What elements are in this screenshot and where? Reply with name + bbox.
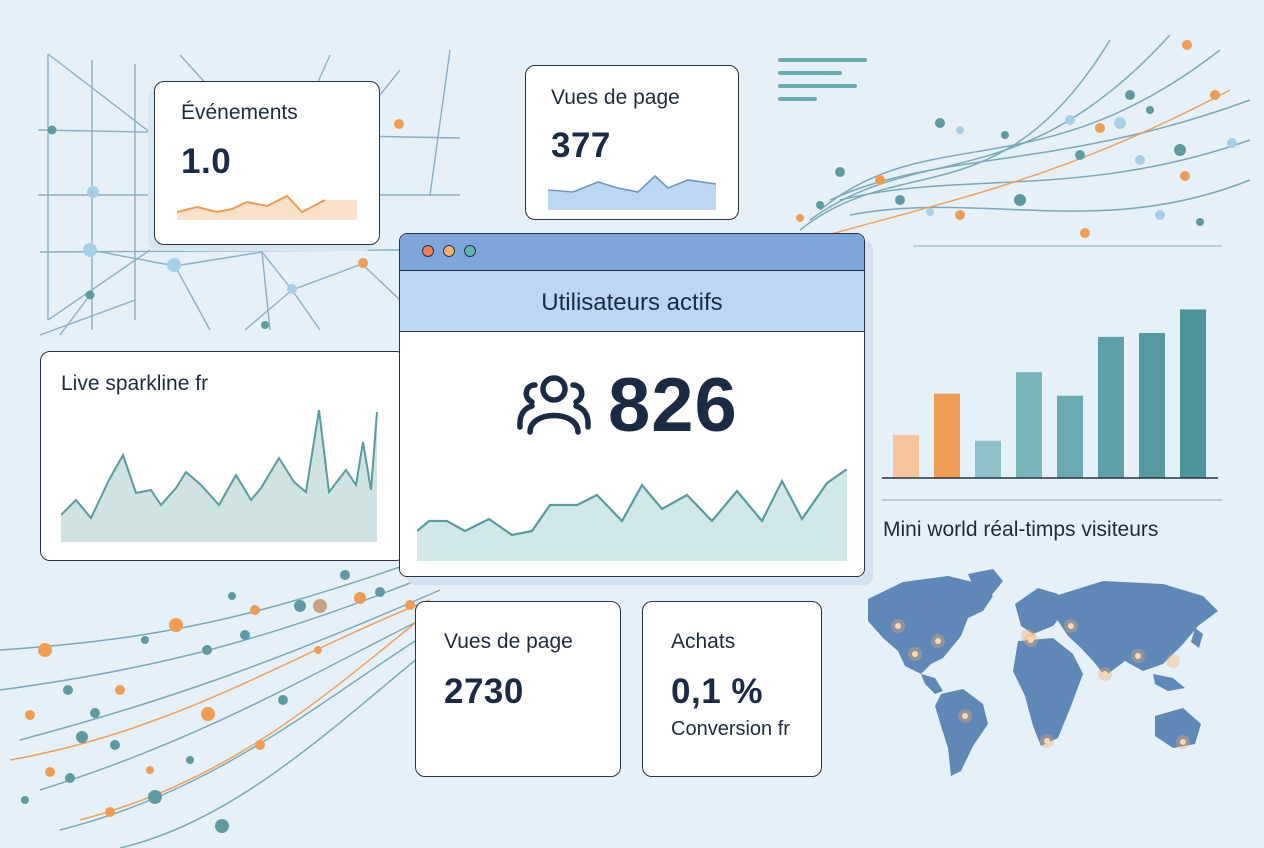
- page-views-top-value: 377: [551, 126, 611, 165]
- asia: [1055, 581, 1218, 676]
- events-sparkline: [177, 194, 357, 220]
- conversion-label: Conversion fr: [671, 718, 790, 740]
- southeast-asia: [1153, 674, 1185, 691]
- central-america: [921, 674, 943, 694]
- live-sparkline-card[interactable]: Live sparkline fr: [40, 351, 406, 561]
- bar-2: [934, 393, 960, 478]
- minimize-dot-icon[interactable]: [443, 245, 455, 257]
- bar-4: [1016, 372, 1042, 478]
- bar-6: [1098, 336, 1124, 478]
- page-views-top-card[interactable]: Vues de page 377: [525, 65, 739, 220]
- bar-3: [975, 440, 1001, 478]
- bar-1: [893, 434, 919, 478]
- africa: [1013, 638, 1083, 746]
- purchases-value: 0,1 %: [671, 672, 763, 711]
- north-america: [868, 576, 993, 674]
- active-users-value: 826: [608, 363, 738, 448]
- particles-top: [796, 40, 1237, 238]
- map-title: Mini world réal-timps visiteurs: [883, 518, 1159, 541]
- page-views-bottom-card[interactable]: Vues de page 2730: [415, 601, 621, 777]
- bar-chart: [882, 309, 1218, 479]
- wave-lines-top: [799, 34, 1251, 241]
- particles-bottom: [21, 570, 415, 833]
- page-views-top-sparkline: [548, 174, 716, 210]
- events-card[interactable]: Événements 1.0: [154, 81, 380, 245]
- world-map[interactable]: [843, 566, 1223, 784]
- bar-5: [1057, 395, 1083, 478]
- europe: [1015, 588, 1065, 634]
- active-users-sparkline: [417, 469, 847, 561]
- active-users-window[interactable]: Utilisateurs actifs 826: [399, 233, 865, 577]
- maximize-dot-icon[interactable]: [464, 245, 476, 257]
- greenland: [968, 569, 1003, 596]
- live-sparkline-chart: [61, 410, 378, 542]
- bar-8: [1180, 309, 1206, 478]
- australia: [1155, 708, 1201, 748]
- visitor-points: [891, 619, 1190, 749]
- page-views-bottom-label: Vues de page: [444, 630, 573, 653]
- users-icon: [517, 375, 591, 435]
- active-users-title: Utilisateurs actifs: [541, 289, 723, 316]
- purchases-label: Achats: [671, 630, 736, 653]
- menu-lines: [778, 58, 867, 101]
- wave-lines-bottom: [0, 559, 441, 848]
- events-value: 1.0: [181, 142, 232, 181]
- purchases-card[interactable]: Achats 0,1 % Conversion fr: [642, 601, 822, 777]
- bar-7: [1139, 332, 1165, 478]
- page-views-top-label: Vues de page: [551, 86, 680, 109]
- close-dot-icon[interactable]: [422, 245, 434, 257]
- window-titlebar[interactable]: [400, 234, 864, 271]
- live-sparkline-label: Live sparkline fr: [61, 372, 209, 395]
- page-views-bottom-value: 2730: [444, 672, 524, 711]
- events-label: Événements: [181, 101, 298, 124]
- active-users-header: Utilisateurs actifs: [400, 271, 864, 332]
- network-nodes: [47, 119, 404, 329]
- continents: [868, 569, 1218, 776]
- south-america: [935, 689, 988, 776]
- japan: [1191, 628, 1203, 648]
